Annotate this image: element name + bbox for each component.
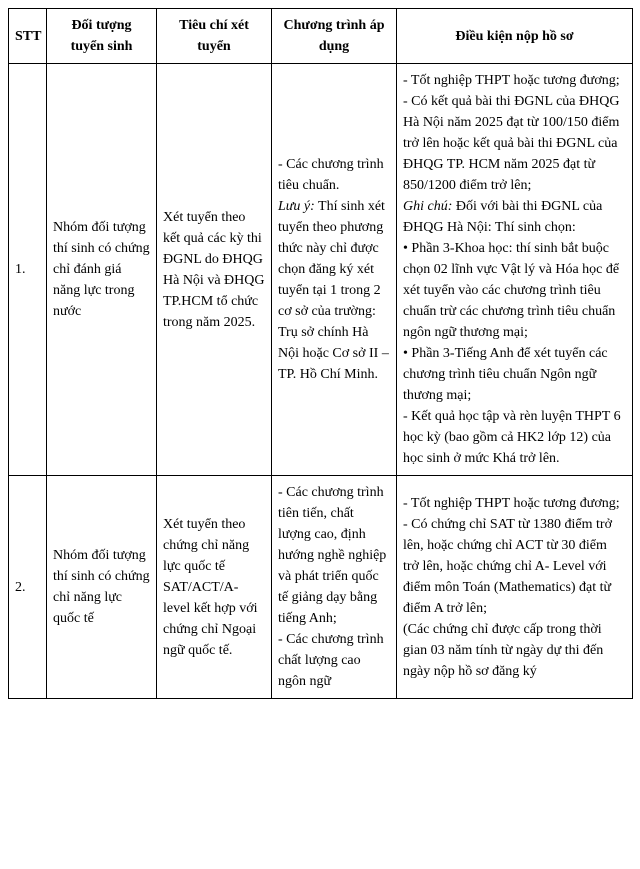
th-dieu-kien: Điều kiện nộp hồ sơ	[397, 9, 633, 64]
cell-stt: 2.	[9, 476, 47, 699]
ct-em: Lưu ý:	[278, 199, 315, 214]
th-doi-tuong: Đối tượng tuyển sinh	[47, 9, 157, 64]
dk-post: Đối với bài thi ĐGNL của ĐHQG Hà Nội: Th…	[403, 199, 621, 466]
th-tieu-chi: Tiêu chí xét tuyển	[157, 9, 272, 64]
cell-chuong-trinh: - Các chương trình tiêu chuẩn. Lưu ý: Th…	[272, 64, 397, 476]
header-row: STT Đối tượng tuyển sinh Tiêu chí xét tu…	[9, 9, 633, 64]
ct-pre: - Các chương trình tiên tiến, chất lượng…	[278, 485, 386, 689]
cell-tieu-chi: Xét tuyển theo kết quả các kỳ thi ĐGNL d…	[157, 64, 272, 476]
cell-tieu-chi: Xét tuyển theo chứng chỉ năng lực quốc t…	[157, 476, 272, 699]
table-row: 2. Nhóm đối tượng thí sinh có chứng chỉ …	[9, 476, 633, 699]
cell-chuong-trinh: - Các chương trình tiên tiến, chất lượng…	[272, 476, 397, 699]
cell-stt: 1.	[9, 64, 47, 476]
th-chuong-trinh: Chương trình áp dụng	[272, 9, 397, 64]
dk-pre: - Tốt nghiệp THPT hoặc tương đương;- Có …	[403, 496, 620, 679]
cell-doi-tuong: Nhóm đối tượng thí sinh có chứng chỉ đán…	[47, 64, 157, 476]
table-row: 1. Nhóm đối tượng thí sinh có chứng chỉ …	[9, 64, 633, 476]
cell-dieu-kien: - Tốt nghiệp THPT hoặc tương đương;- Có …	[397, 64, 633, 476]
dk-em: Ghi chú:	[403, 199, 452, 214]
ct-pre: - Các chương trình tiêu chuẩn.	[278, 157, 384, 193]
dk-pre: - Tốt nghiệp THPT hoặc tương đương;- Có …	[403, 73, 620, 193]
ct-post: Thí sinh xét tuyển theo phương thức này …	[278, 199, 389, 382]
cell-doi-tuong: Nhóm đối tượng thí sinh có chứng chỉ năn…	[47, 476, 157, 699]
th-stt: STT	[9, 9, 47, 64]
cell-dieu-kien: - Tốt nghiệp THPT hoặc tương đương;- Có …	[397, 476, 633, 699]
admissions-table: STT Đối tượng tuyển sinh Tiêu chí xét tu…	[8, 8, 633, 699]
